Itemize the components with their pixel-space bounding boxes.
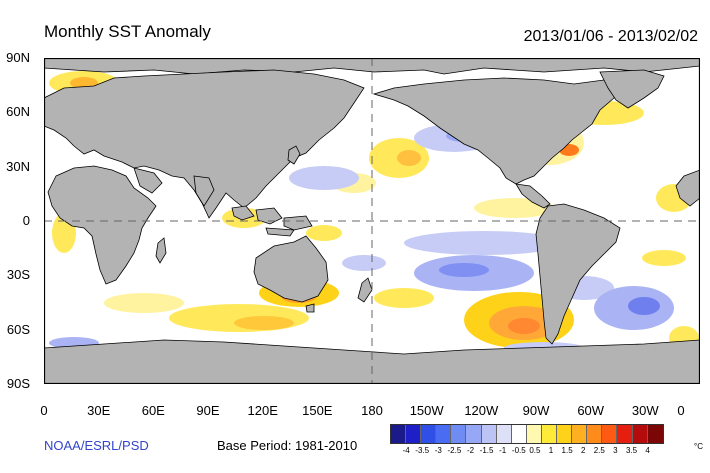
legend-swatch [617, 425, 633, 443]
lon-label-120e: 120E [247, 403, 278, 418]
lat-label-0: 0 [22, 213, 30, 228]
color-legend-labels: -4 -3.5 -3 -2.5 -2 -1.5 -1 -0.5 0.5 1 1.5 2 2.5 3 3.5 4 [390, 446, 690, 456]
legend-swatch [496, 425, 512, 443]
legend-tick-label: 2.5 [593, 446, 605, 455]
legend-swatch [391, 425, 407, 443]
legend-swatch [421, 425, 437, 443]
legend-swatch [602, 425, 618, 443]
lat-label-30n: 30N [6, 159, 30, 174]
date-range: 2013/01/06 - 2013/02/02 [523, 28, 698, 45]
lat-label-60s: 60S [6, 322, 30, 337]
legend-swatch [481, 425, 497, 443]
legend-swatch [572, 425, 588, 443]
lat-label-90n: 90N [6, 50, 30, 65]
lat-label-30s: 30S [6, 267, 30, 282]
legend-tick-label: 4 [645, 446, 650, 455]
cool-anomaly-patches [49, 124, 674, 354]
legend-swatch [406, 425, 422, 443]
legend-tick-label: 2 [580, 446, 586, 455]
legend-tick-label: -3.5 [415, 446, 430, 455]
legend-swatch [466, 425, 482, 443]
legend-swatch [587, 425, 603, 443]
map-title: Monthly SST Anomaly [44, 22, 211, 41]
legend-tick-label: 1.5 [561, 446, 573, 455]
lat-label-60n: 60N [6, 104, 30, 119]
legend-swatch [647, 425, 663, 443]
color-legend [390, 424, 664, 444]
color-legend-unit: °C [694, 442, 703, 451]
map-border [44, 58, 700, 384]
sst-anomaly-map [44, 58, 700, 384]
lon-label-30e: 30E [87, 403, 111, 418]
lon-label-60w: 60W [577, 403, 605, 418]
legend-tick-label: -1.5 [479, 446, 494, 455]
lon-label-180: 180 [361, 403, 383, 418]
legend-tick-label: 1 [548, 446, 554, 455]
legend-tick-label: -3 [434, 446, 442, 455]
legend-swatch [526, 425, 542, 443]
legend-tick-label: -2 [466, 446, 475, 455]
legend-tick-label: 3 [613, 446, 618, 455]
lon-label-150e: 150E [302, 403, 333, 418]
legend-tick-label: -2.5 [447, 446, 462, 455]
lon-label-90e: 90E [196, 403, 220, 418]
lat-label-90s: 90S [6, 376, 30, 391]
legend-tick-label: 3.5 [625, 446, 638, 455]
legend-swatch [557, 425, 573, 443]
lon-label-120w: 120W [464, 403, 499, 418]
legend-swatch [632, 425, 648, 443]
base-period-label: Base Period: 1981-2010 [217, 438, 358, 453]
legend-tick-label: 0.5 [529, 446, 541, 455]
credit-link[interactable]: NOAA/ESRL/PSD [44, 438, 149, 453]
legend-tick-label: -0.5 [511, 446, 526, 455]
lon-label-150w: 150W [409, 403, 444, 418]
legend-swatch [541, 425, 558, 443]
legend-swatch [511, 425, 527, 443]
lon-label-90w: 90W [522, 403, 550, 418]
lon-label-0-right: 0 [677, 403, 685, 418]
legend-tick-label: -1 [499, 446, 507, 455]
legend-swatch [436, 425, 452, 443]
lon-label-60e: 60E [141, 403, 165, 418]
legend-swatch [451, 425, 467, 443]
legend-tick-label: -4 [402, 446, 410, 455]
lon-label-0: 0 [40, 403, 48, 418]
lon-label-30w: 30W [631, 403, 659, 418]
